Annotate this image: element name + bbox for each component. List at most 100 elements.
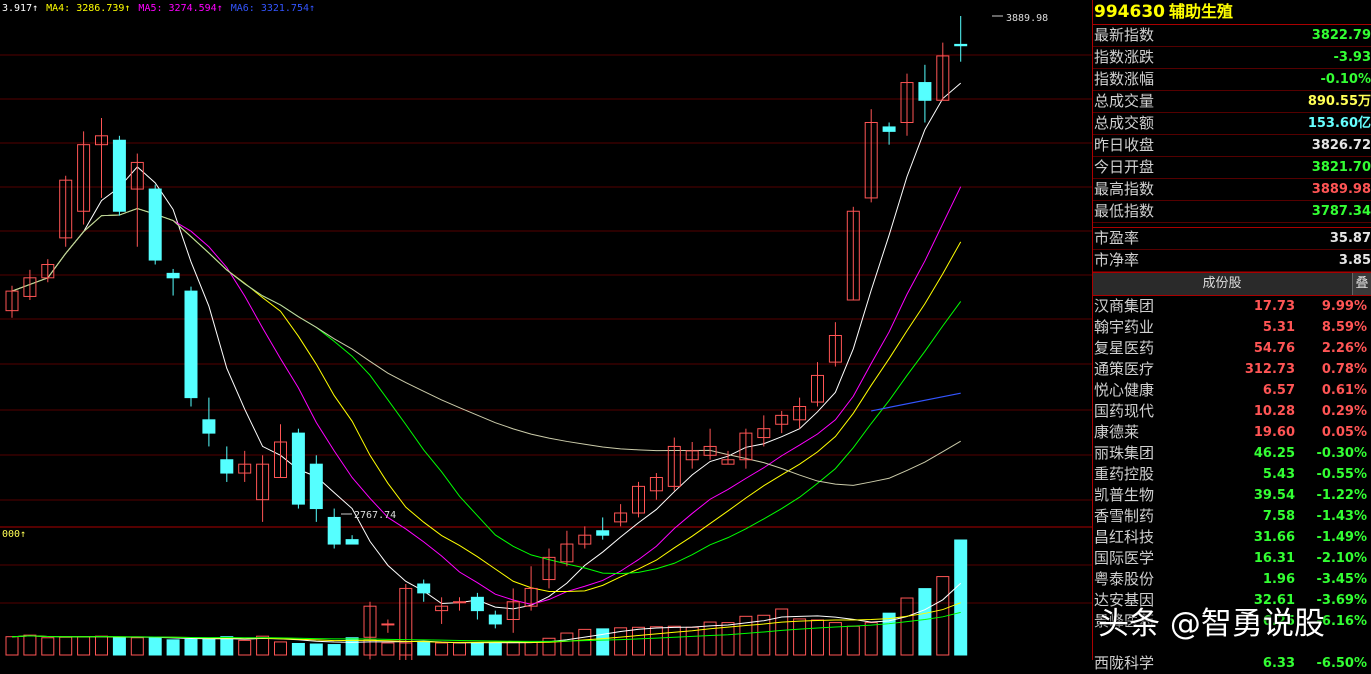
constituents-header[interactable]: 成份股 叠 xyxy=(1093,272,1371,296)
valuation-value: 3.85 xyxy=(1339,250,1371,271)
quote-label: 指数涨跌 xyxy=(1094,47,1154,68)
volume-bar xyxy=(489,642,501,655)
quote-value: 3821.70 xyxy=(1312,157,1371,178)
constituent-change: -0.30% xyxy=(1317,443,1368,464)
quote-label: 指数涨幅 xyxy=(1094,69,1154,90)
volume-bar xyxy=(471,643,483,655)
volume-bar xyxy=(454,643,466,655)
candle-body xyxy=(919,83,931,101)
volume-bar xyxy=(203,639,215,655)
constituent-change: -1.49% xyxy=(1317,527,1368,548)
constituent-price: 1.96 xyxy=(1263,569,1295,590)
constituent-name: 重药控股 xyxy=(1094,464,1154,485)
volume-bar xyxy=(96,636,108,655)
volume-bar xyxy=(418,642,430,655)
constituents-title: 成份股 xyxy=(1093,273,1351,295)
ma-line xyxy=(12,83,961,609)
volume-bar xyxy=(436,643,448,655)
volume-bar xyxy=(60,637,72,655)
constituent-name: 丽珠集团 xyxy=(1094,443,1154,464)
valuation-row: 市盈率 35.87 xyxy=(1093,228,1371,250)
constituent-price: 312.73 xyxy=(1245,359,1295,380)
constituent-change: 0.29% xyxy=(1322,401,1367,422)
candle-body xyxy=(310,464,322,508)
constituent-change: -6.50% xyxy=(1317,653,1368,674)
constituent-price: 6.57 xyxy=(1263,380,1295,401)
valuation-value: 35.87 xyxy=(1330,228,1371,249)
constituent-change: 0.78% xyxy=(1322,359,1367,380)
quote-value: 153.60亿 xyxy=(1308,113,1371,134)
constituent-name: 粤泰股份 xyxy=(1094,569,1154,590)
candle-body xyxy=(883,127,895,131)
constituent-price: 46.25 xyxy=(1254,443,1295,464)
quote-label: 昨日收盘 xyxy=(1094,135,1154,156)
volume-bar xyxy=(275,642,287,655)
candle-body xyxy=(489,615,501,624)
kline-chart[interactable]: 3.917↑MA4: 3286.739↑MA5: 3274.594↑MA6: 3… xyxy=(0,0,1092,660)
candle-body xyxy=(418,584,430,593)
constituent-name: 国际医学 xyxy=(1094,548,1154,569)
constituent-change: -1.22% xyxy=(1317,485,1368,506)
volume-bar xyxy=(6,637,18,655)
volume-legend: 000↑ xyxy=(2,529,26,540)
candle-body xyxy=(328,517,340,544)
volume-bar xyxy=(382,643,394,655)
volume-bar xyxy=(633,627,645,655)
volume-bar xyxy=(704,622,716,655)
constituent-price: 54.76 xyxy=(1254,338,1295,359)
volume-bar xyxy=(292,644,304,656)
candle-body xyxy=(221,460,233,473)
constituent-price: 7.58 xyxy=(1263,506,1295,527)
quote-value: -0.10% xyxy=(1321,69,1371,90)
constituent-name: 汉商集团 xyxy=(1094,296,1154,317)
constituent-change: -3.45% xyxy=(1317,569,1368,590)
moving-average-lines xyxy=(12,83,961,609)
volume-bar xyxy=(525,642,537,655)
quote-value: 3787.34 xyxy=(1312,201,1371,222)
quote-label: 今日开盘 xyxy=(1094,157,1154,178)
quote-row: 指数涨跌 -3.93 xyxy=(1093,47,1371,69)
quote-value: 3889.98 xyxy=(1312,179,1371,200)
volume-ma-lines xyxy=(12,583,961,642)
ma6-line xyxy=(871,393,961,411)
candle-body xyxy=(346,540,358,544)
constituent-change: 2.26% xyxy=(1322,338,1367,359)
candle-body xyxy=(167,273,179,277)
quote-label: 总成交额 xyxy=(1094,113,1154,134)
constituent-row: 丽珠集团 46.25 -0.30% xyxy=(1093,443,1371,464)
valuation-label: 市盈率 xyxy=(1094,228,1139,249)
volume-bar xyxy=(579,629,591,655)
stack-button[interactable]: 叠 xyxy=(1352,273,1371,295)
candle-body xyxy=(471,597,483,610)
constituent-price: 5.43 xyxy=(1263,464,1295,485)
volume-ma-line xyxy=(12,583,961,642)
quote-value: -3.93 xyxy=(1334,47,1371,68)
volume-bars xyxy=(6,540,967,655)
volume-bar xyxy=(650,627,662,655)
volume-bar xyxy=(812,620,824,655)
constituent-price: 31.66 xyxy=(1254,527,1295,548)
quote-label: 最高指数 xyxy=(1094,179,1154,200)
ma-legend-item: MA4: 3286.739↑ xyxy=(46,3,130,14)
volume-bar xyxy=(310,644,322,655)
constituent-name: 通策医疗 xyxy=(1094,359,1154,380)
volume-ma-line xyxy=(12,612,961,641)
ma-legend-item: MA5: 3274.594↑ xyxy=(138,3,222,14)
